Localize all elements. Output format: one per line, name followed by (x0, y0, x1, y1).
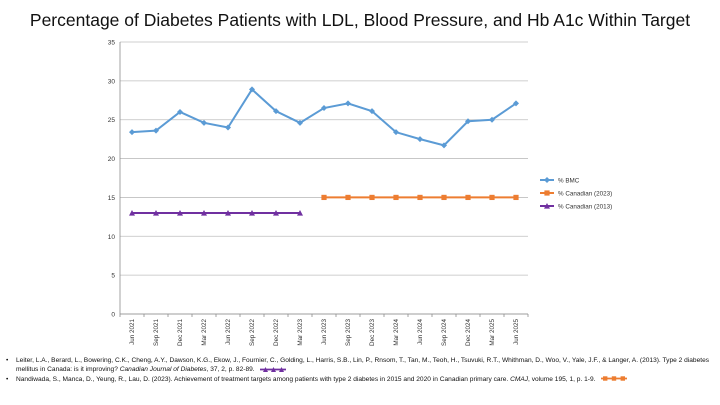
y-tick-label: 0 (111, 312, 115, 319)
x-tick-label: Mar 2023 (297, 319, 304, 346)
x-tick-label: Mar 2025 (489, 319, 496, 346)
bullet: • (6, 375, 9, 383)
reference-text: Leiter, L.A., Berard, L., Bowering, C.K.… (16, 357, 710, 374)
point-canadian-2023 (465, 194, 471, 201)
point-canadian-2023 (417, 194, 423, 201)
reference-journal: Canadian Journal of Diabetes (119, 366, 207, 374)
x-tick-label: Mar 2022 (201, 319, 208, 346)
legend-marker-canadian-2013 (544, 203, 550, 209)
point-bmc (465, 118, 471, 125)
y-tick-label: 35 (108, 40, 116, 47)
legend-marker-bmc (544, 177, 550, 183)
reference-text: Nandiwada, S., Manca, D., Yeung, R., Lau… (16, 375, 511, 383)
legend-swatch-canadian-2013 (260, 367, 287, 373)
point-bmc (297, 119, 303, 126)
point-bmc (129, 129, 135, 136)
legend-label-bmc: % BMC (558, 177, 580, 184)
x-tick-label: Jun 2024 (417, 319, 424, 345)
y-tick-label: 15 (108, 195, 116, 202)
point-canadian-2023 (489, 194, 495, 201)
references: • Leiter, L.A., Berard, L., Bowering, C.… (6, 356, 716, 384)
point-canadian-2013 (249, 209, 255, 216)
point-canadian-2013 (273, 209, 279, 216)
point-bmc (345, 100, 351, 107)
x-tick-label: Sep 2022 (249, 319, 256, 346)
point-canadian-2023 (393, 194, 399, 201)
reference-nandiwada: • Nandiwada, S., Manca, D., Yeung, R., L… (6, 375, 716, 384)
reference-text-end: , volume 195, 1, p. 1-9. (528, 375, 596, 383)
x-tick-label: Mar 2024 (393, 319, 400, 346)
y-tick-label: 10 (108, 234, 116, 241)
x-tick-label: Sep 2023 (345, 319, 352, 346)
point-bmc (201, 119, 207, 126)
point-bmc (153, 127, 159, 134)
x-tick-label: Jun 2025 (513, 319, 520, 345)
point-canadian-2013 (153, 209, 159, 216)
x-tick-label: Jun 2023 (321, 319, 328, 345)
point-canadian-2013 (297, 209, 303, 216)
point-canadian-2023 (513, 194, 519, 201)
point-canadian-2023 (369, 194, 375, 201)
point-canadian-2023 (321, 194, 327, 201)
point-bmc (321, 105, 327, 112)
point-bmc (249, 86, 255, 93)
point-bmc (417, 136, 423, 143)
x-tick-label: Jun 2021 (129, 319, 136, 345)
x-tick-label: Dec 2022 (273, 319, 280, 346)
point-bmc (177, 108, 183, 115)
x-tick-label: Sep 2021 (153, 319, 160, 346)
x-tick-label: Dec 2023 (369, 319, 376, 346)
x-tick-label: Jun 2022 (225, 319, 232, 345)
y-tick-label: 30 (108, 78, 116, 85)
y-tick-label: 20 (108, 156, 116, 163)
series-line-bmc (131, 87, 517, 147)
point-bmc (489, 116, 495, 123)
point-canadian-2023 (441, 194, 447, 201)
legend-label-canadian-2013: % Canadian (2013) (558, 203, 612, 210)
point-canadian-2013 (225, 209, 231, 216)
point-bmc (369, 108, 375, 115)
legend-swatch-canadian-2023 (601, 376, 628, 382)
point-bmc (393, 129, 399, 136)
x-tick-label: Dec 2024 (465, 319, 472, 346)
point-bmc (225, 124, 231, 131)
point-canadian-2013 (201, 209, 207, 216)
point-canadian-2013 (129, 209, 135, 216)
reference-journal: CMAJ (510, 375, 529, 383)
point-canadian-2013 (177, 209, 183, 216)
legend-label-canadian-2023: % Canadian (2023) (558, 190, 612, 197)
point-bmc (273, 108, 279, 115)
point-canadian-2023 (345, 194, 351, 201)
reference-text-end: , 37, 2, p. 82-89. (206, 366, 255, 374)
x-tick-label: Dec 2021 (177, 319, 184, 346)
bullet: • (6, 357, 9, 364)
line-chart: 0 5 10 15 20 25 30 35 Jun 2021 Sep 2021 Dec 2021 Ma… (108, 40, 613, 346)
chart-title: Percentage of Diabetes Patients with LDL… (29, 10, 691, 30)
y-tick-label: 25 (108, 117, 116, 124)
y-tick-label: 5 (111, 273, 115, 280)
x-tick-label: Sep 2024 (441, 319, 448, 346)
legend-marker-canadian-2023 (544, 190, 550, 196)
point-bmc (441, 142, 447, 149)
reference-leiter: • Leiter, L.A., Berard, L., Bowering, C.… (6, 356, 716, 375)
point-bmc (513, 100, 519, 107)
